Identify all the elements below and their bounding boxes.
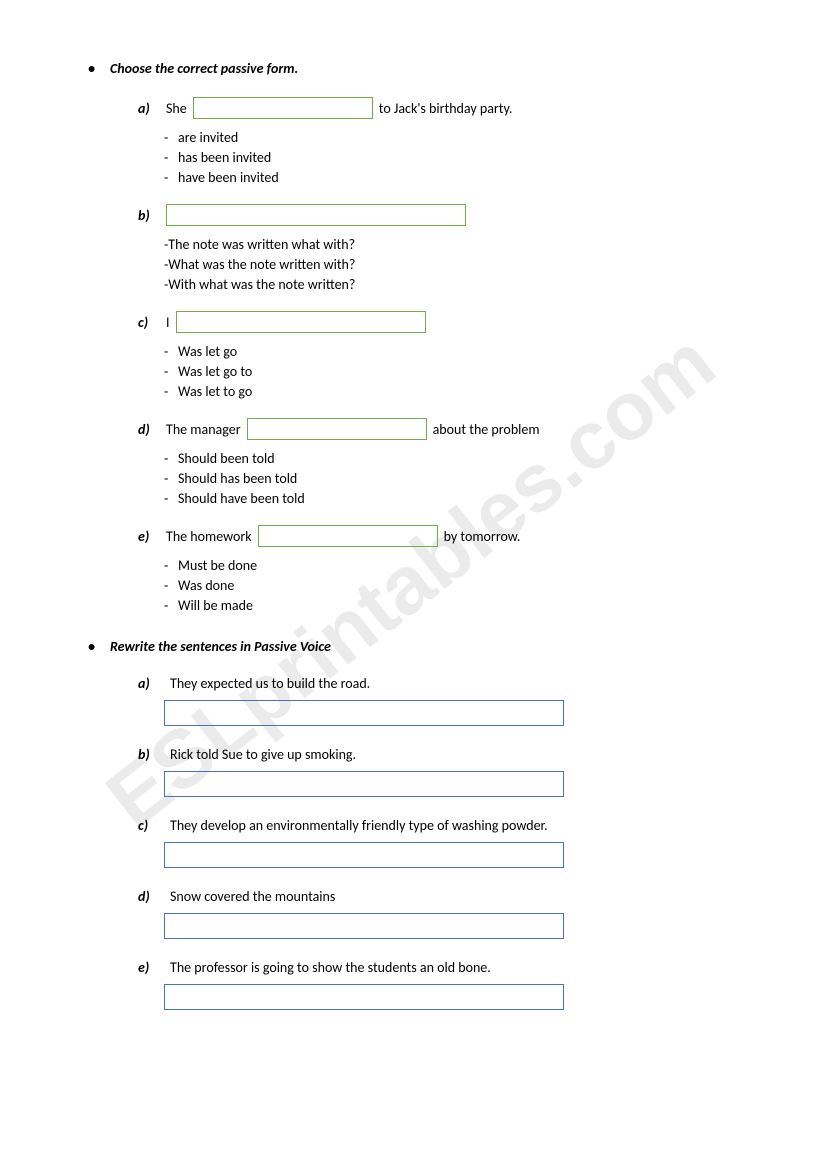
option-item: Was let go <box>164 343 731 360</box>
question-line: e) The homework by tomorrow. <box>138 525 731 547</box>
rewrite-line: e) The professor is going to show the stu… <box>138 959 731 976</box>
worksheet-content: Choose the correct passive form. a) She to… <box>110 60 731 1014</box>
question-prefix: The manager <box>166 421 241 438</box>
section-choose: Choose the correct passive form. a) She to… <box>110 60 731 614</box>
question-line: a) She to Jack's birthday party. <box>138 97 731 119</box>
option-item: Should been told <box>164 450 731 467</box>
rewrite-answer-box[interactable] <box>164 913 564 939</box>
question-line: c) I <box>138 311 731 333</box>
option-item: Should have been told <box>164 490 731 507</box>
rewrite-answer-box[interactable] <box>164 842 564 868</box>
question-label: c) <box>138 314 160 331</box>
section2-heading: Rewrite the sentences in Passive Voice <box>110 638 731 655</box>
question-s1-3: d) The manager about the problem Should bee… <box>138 418 731 507</box>
question-line: b) <box>138 204 731 226</box>
rewrite-label: a) <box>138 675 160 692</box>
rewrite-text: Snow covered the mountains <box>170 888 335 905</box>
rewrite-question-0: a) They expected us to build the road. <box>138 675 731 730</box>
answer-box[interactable] <box>258 525 438 547</box>
rewrite-box-row <box>164 984 731 1014</box>
question-prefix: The homework <box>166 528 252 545</box>
rewrite-answer-box[interactable] <box>164 700 564 726</box>
option-item: Must be done <box>164 557 731 574</box>
question-s1-4: e) The homework by tomorrow. Must be done Wa… <box>138 525 731 614</box>
question-label: e) <box>138 528 160 545</box>
question-s1-2: c) I Was let go Was let go to Was let to go <box>138 311 731 400</box>
question-label: a) <box>138 100 160 117</box>
option-item: have been invited <box>164 169 731 186</box>
options-list: -The note was written what with? -What wa… <box>164 236 731 293</box>
answer-box[interactable] <box>166 204 466 226</box>
answer-box[interactable] <box>247 418 427 440</box>
rewrite-line: d) Snow covered the mountains <box>138 888 731 905</box>
rewrite-line: a) They expected us to build the road. <box>138 675 731 692</box>
rewrite-question-3: d) Snow covered the mountains <box>138 888 731 943</box>
rewrite-label: c) <box>138 817 160 834</box>
rewrite-box-row <box>164 700 731 730</box>
options-list: Must be done Was done Will be made <box>164 557 731 614</box>
rewrite-line: b) Rick told Sue to give up smoking. <box>138 746 731 763</box>
rewrite-text: Rick told Sue to give up smoking. <box>170 746 356 763</box>
options-list: are invited has been invited have been inv… <box>164 129 731 186</box>
rewrite-question-4: e) The professor is going to show the stu… <box>138 959 731 1014</box>
option-item: -With what was the note written? <box>164 276 731 293</box>
question-label: b) <box>138 207 160 224</box>
answer-box[interactable] <box>193 97 373 119</box>
rewrite-question-2: c) They develop an environmentally friend… <box>138 817 731 872</box>
option-item: Was let go to <box>164 363 731 380</box>
question-suffix: about the problem <box>433 421 540 438</box>
question-prefix: She <box>166 100 187 117</box>
rewrite-label: b) <box>138 746 160 763</box>
options-list: Should been told Should has been told Shou… <box>164 450 731 507</box>
rewrite-box-row <box>164 913 731 943</box>
option-item: Will be made <box>164 597 731 614</box>
rewrite-text: They expected us to build the road. <box>170 675 370 692</box>
section-rewrite: Rewrite the sentences in Passive Voice a… <box>110 638 731 1014</box>
question-prefix: I <box>166 314 170 331</box>
rewrite-answer-box[interactable] <box>164 984 564 1010</box>
option-item: are invited <box>164 129 731 146</box>
rewrite-box-row <box>164 771 731 801</box>
option-item: has been invited <box>164 149 731 166</box>
rewrite-text: The professor is going to show the stude… <box>170 959 491 976</box>
answer-box[interactable] <box>176 311 426 333</box>
rewrite-answer-box[interactable] <box>164 771 564 797</box>
options-list: Was let go Was let go to Was let to go <box>164 343 731 400</box>
question-s1-1: b)-The note was written what with? -What … <box>138 204 731 293</box>
rewrite-line: c) They develop an environmentally friend… <box>138 817 731 834</box>
question-suffix: to Jack's birthday party. <box>379 100 513 117</box>
section1-heading: Choose the correct passive form. <box>110 60 731 77</box>
rewrite-box-row <box>164 842 731 872</box>
option-item: Was done <box>164 577 731 594</box>
option-item: Should has been told <box>164 470 731 487</box>
rewrite-label: d) <box>138 888 160 905</box>
question-s1-0: a) She to Jack's birthday party. are invite… <box>138 97 731 186</box>
option-item: -What was the note written with? <box>164 256 731 273</box>
question-suffix: by tomorrow. <box>444 528 521 545</box>
rewrite-question-1: b) Rick told Sue to give up smoking. <box>138 746 731 801</box>
rewrite-text: They develop an environmentally friendly… <box>170 817 548 834</box>
option-item: Was let to go <box>164 383 731 400</box>
option-item: -The note was written what with? <box>164 236 731 253</box>
rewrite-label: e) <box>138 959 160 976</box>
question-label: d) <box>138 421 160 438</box>
question-line: d) The manager about the problem <box>138 418 731 440</box>
